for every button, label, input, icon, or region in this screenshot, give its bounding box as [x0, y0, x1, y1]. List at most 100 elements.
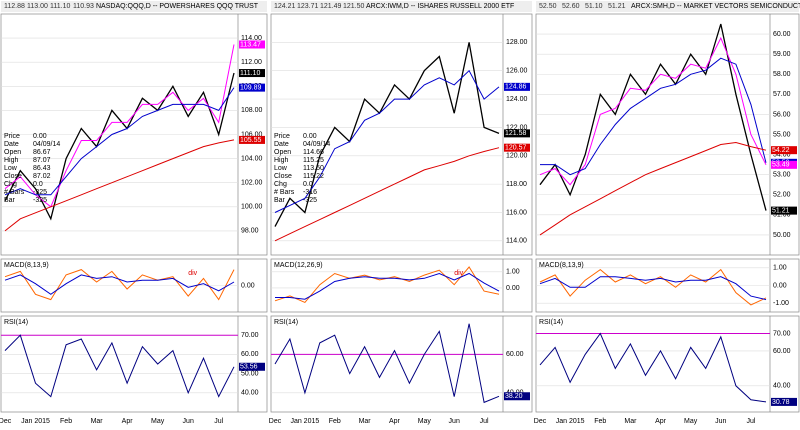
y-tick-label: 122.00	[506, 124, 528, 131]
y-tick-label: 0.00	[506, 285, 520, 292]
x-tick-label: Dec	[534, 418, 547, 425]
x-tick-label: Dec	[0, 418, 12, 425]
y-tick-label: 60.00	[773, 31, 791, 38]
info-value: 87.07	[33, 157, 51, 164]
info-label: Bar	[4, 197, 16, 204]
panel-frame	[270, 315, 533, 413]
title-strip	[536, 1, 799, 12]
price-tag-label: 30.78	[772, 399, 790, 406]
x-tick-label: Apr	[389, 418, 401, 425]
price-tag	[239, 83, 265, 92]
y-tick-label: 116.00	[506, 209, 527, 216]
info-label: High	[4, 157, 19, 164]
title-strip	[1, 1, 267, 12]
x-tick-label: Jun	[183, 418, 194, 425]
info-label: High	[274, 157, 289, 164]
info-value: 114.66	[303, 149, 324, 156]
y-tick-label: 120.00	[506, 153, 528, 160]
panel-title: ARCX:IWM,D -- ISHARES RUSSELL 2000 ETF	[366, 3, 514, 10]
y-tick-label: 53.00	[773, 172, 791, 179]
y-tick-label: 108.00	[241, 107, 263, 114]
y-tick-label: 114.00	[241, 35, 262, 42]
quote-value: 51.10	[585, 3, 603, 10]
x-tick-label: Mar	[91, 418, 104, 425]
x-tick-label: Feb	[329, 418, 341, 425]
x-tick-label: May	[684, 418, 698, 425]
series-line	[540, 57, 767, 176]
x-tick-label: Jul	[214, 418, 223, 425]
price-tag	[504, 143, 530, 152]
series-line	[4, 274, 235, 295]
y-tick-label: -1.00	[773, 300, 789, 307]
price-tag	[771, 397, 797, 406]
x-tick-label: Jul	[480, 418, 489, 425]
panel-title: MACD(8,13,9)	[4, 262, 49, 269]
x-tick-label: Apr	[122, 418, 134, 425]
quote-value: 111.10	[50, 3, 70, 10]
info-value: -325	[33, 197, 47, 204]
y-tick-label: 57.00	[773, 91, 791, 98]
quote-value: 124.21	[274, 3, 296, 10]
series-line	[4, 87, 235, 196]
price-tag	[771, 146, 797, 155]
y-tick-label: 1.00	[773, 265, 787, 272]
y-tick-label: 0.00	[241, 282, 255, 289]
y-tick-label: 126.00	[506, 68, 528, 75]
price-tag-label: 111.10	[240, 70, 260, 77]
info-value: -325	[303, 197, 317, 204]
panel-frame	[270, 258, 533, 313]
quote-value: 121.49	[320, 3, 342, 10]
y-tick-label: 56.00	[773, 111, 791, 118]
y-tick-label: 59.00	[773, 51, 791, 58]
series-line	[539, 276, 767, 301]
panel-frame	[270, 13, 533, 256]
info-value: 87.02	[33, 173, 51, 180]
panel-frame	[0, 315, 268, 413]
info-value: 0.0	[303, 181, 313, 188]
y-tick-label: 106.00	[241, 131, 263, 138]
info-value: 86.67	[33, 149, 51, 156]
info-label: Close	[274, 173, 292, 180]
series-line	[274, 69, 500, 213]
y-tick-label: 60.00	[506, 351, 524, 358]
quote-value: 113.00	[27, 3, 48, 10]
quote-value: 112.88	[4, 3, 25, 10]
price-tag-label: 105.55	[240, 137, 262, 144]
price-tag	[504, 82, 530, 91]
y-tick-label: 98.00	[241, 228, 259, 235]
y-tick-label: 54.00	[773, 151, 791, 158]
x-tick-label: Mar	[359, 418, 372, 425]
info-label: Chg	[4, 181, 17, 188]
info-value: -316	[303, 189, 317, 196]
series-line	[274, 147, 500, 242]
info-label: Price	[274, 133, 290, 140]
y-tick-label: 112.00	[241, 59, 262, 66]
series-line	[4, 269, 235, 301]
panel-title: NASDAQ:QQQ,D -- POWERSHARES QQQ TRUST	[96, 3, 259, 10]
price-tag	[504, 392, 530, 401]
x-tick-label: Jun	[715, 418, 726, 425]
info-label: Low	[4, 165, 18, 172]
quote-value: 52.50	[539, 3, 557, 10]
y-tick-label: 58.00	[773, 71, 791, 78]
price-tag-label: 120.57	[505, 145, 527, 152]
y-tick-label: 102.00	[241, 180, 263, 187]
panel-frame	[535, 315, 800, 413]
info-label: Bar	[274, 197, 286, 204]
y-tick-label: 60.00	[241, 351, 259, 358]
info-label: # Bars	[4, 189, 25, 196]
panel-title: RSI(14)	[274, 319, 298, 326]
title-strip	[271, 1, 532, 12]
x-tick-label: Jan 2015	[21, 418, 50, 425]
quote-value: 51.21	[608, 3, 626, 10]
price-tag-label: 54.22	[772, 147, 790, 154]
quote-value: 52.60	[562, 3, 580, 10]
y-tick-label: 50.00	[241, 370, 259, 377]
y-tick-label: 100.00	[241, 204, 263, 211]
info-value: 115.22	[303, 173, 324, 180]
annotation: div	[454, 270, 463, 277]
series-line	[539, 23, 767, 211]
price-tag-label: 38.20	[505, 393, 523, 400]
price-tag-label: 124.86	[505, 84, 527, 91]
panel-title: ARCX:SMH,D -- MARKET VECTORS SEMICONDUCT…	[631, 3, 800, 10]
